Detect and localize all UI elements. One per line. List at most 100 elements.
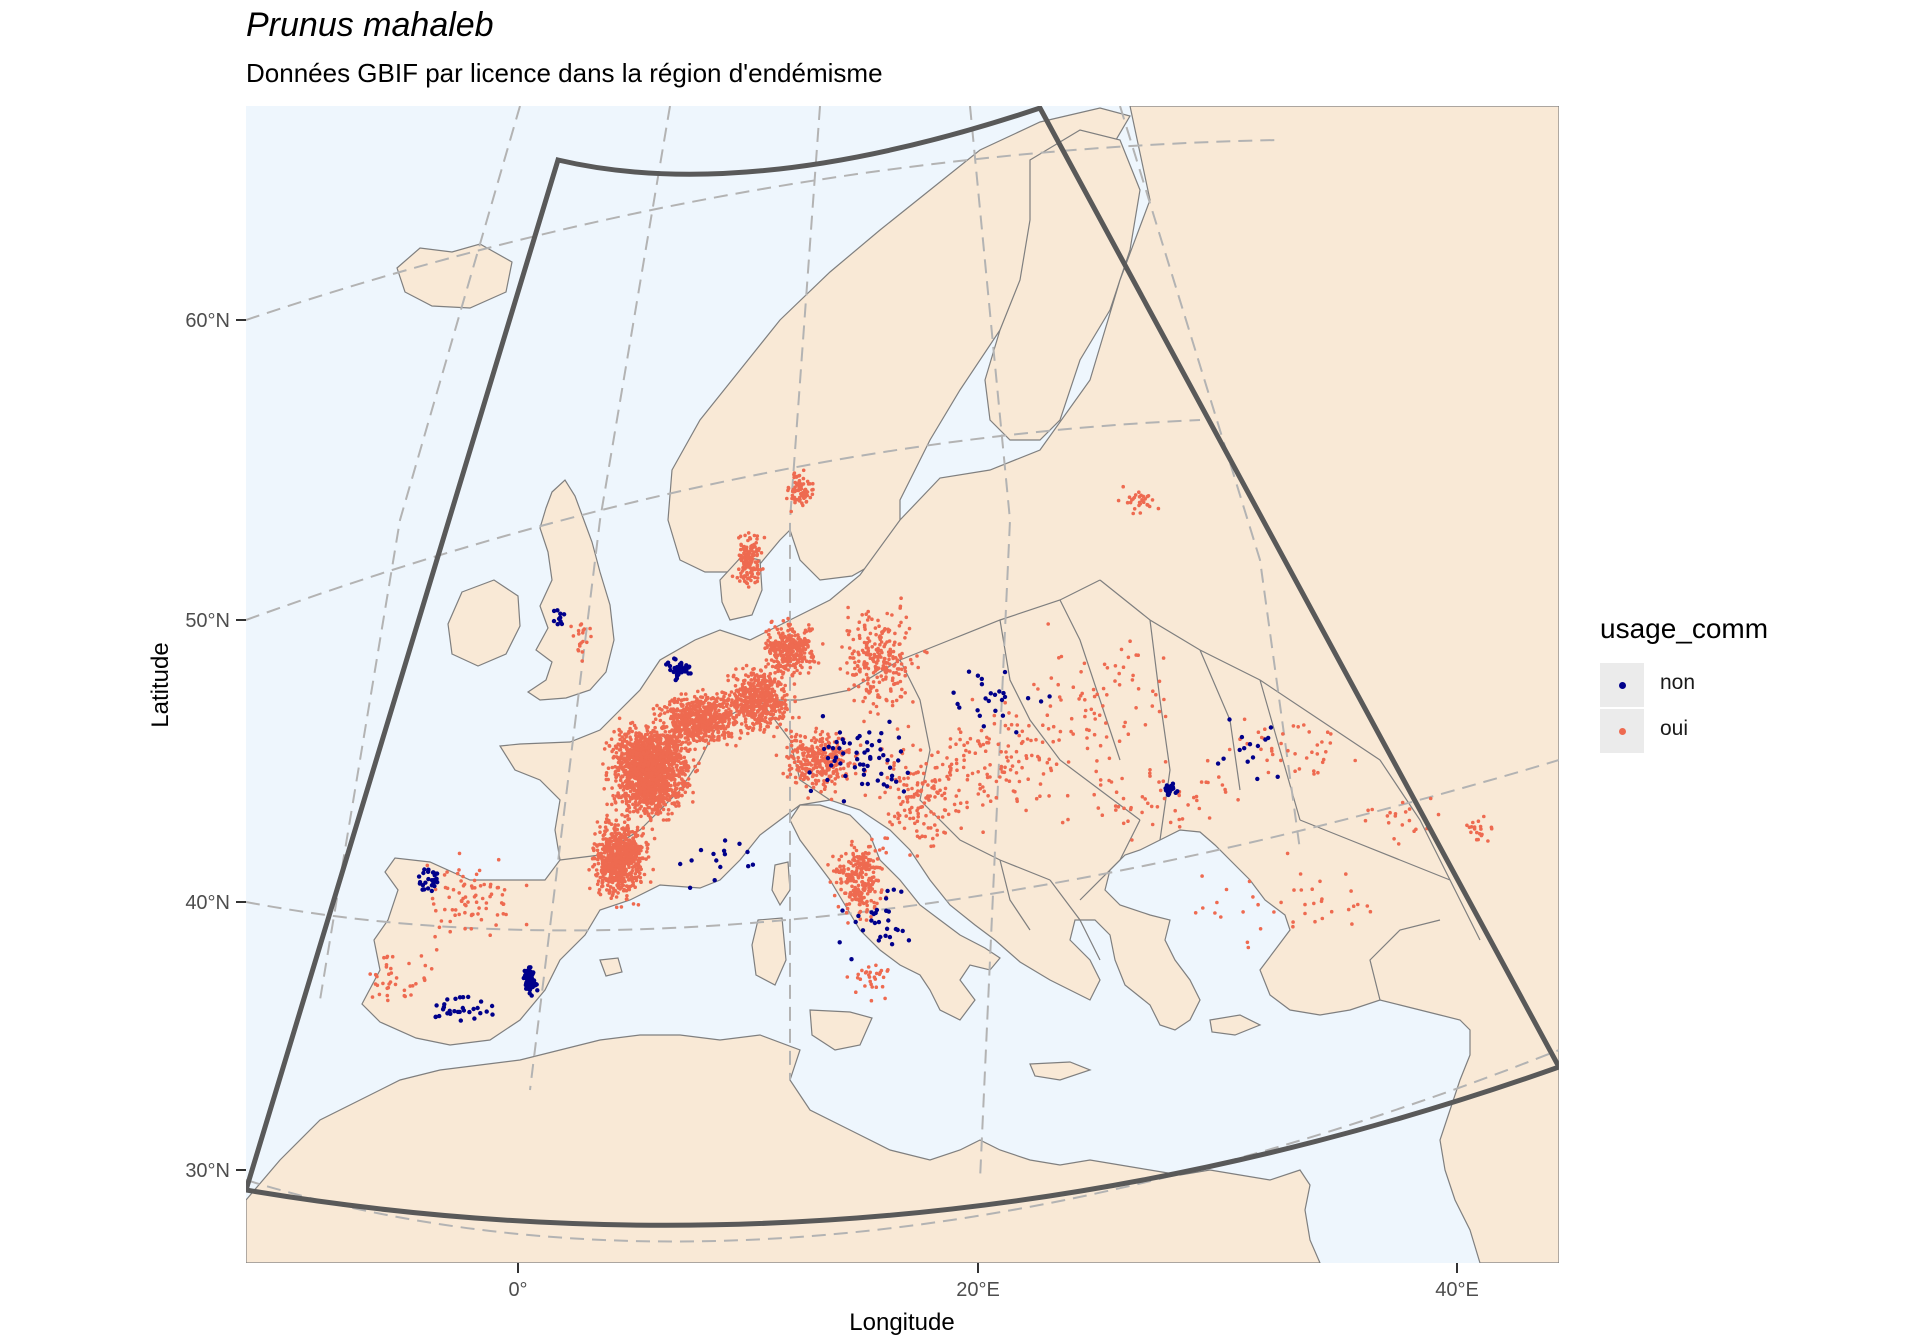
occurrence-point: [614, 860, 619, 864]
occurrence-point: [881, 666, 886, 670]
occurrence-point: [996, 742, 1001, 747]
occurrence-point: [638, 785, 642, 790]
occurrence-point: [611, 892, 615, 896]
occurrence-point: [687, 702, 691, 706]
occurrence-point: [888, 820, 892, 824]
occurrence-point: [649, 795, 653, 799]
occurrence-point: [922, 822, 926, 826]
occurrence-point: [602, 846, 607, 850]
occurrence-point: [634, 746, 638, 751]
occurrence-point: [943, 786, 948, 791]
meridian-0: [529, 106, 671, 1091]
occurrence-point: [1041, 772, 1046, 776]
occurrence-point: [756, 704, 761, 709]
occurrence-point: [769, 658, 774, 662]
occurrence-point: [649, 818, 653, 823]
occurrence-point: [726, 730, 730, 735]
occurrence-point: [696, 689, 700, 694]
occurrence-point: [876, 646, 880, 651]
occurrence-point: [774, 655, 779, 660]
occurrence-point: [769, 698, 774, 703]
occurrence-point: [613, 825, 617, 829]
occurrence-point: [653, 717, 658, 721]
occurrence-point: [671, 777, 675, 781]
occurrence-point: [869, 865, 874, 870]
occurrence-point: [790, 637, 795, 642]
occurrence-point: [668, 787, 673, 792]
occurrence-point: [858, 897, 863, 901]
occurrence-point: [620, 871, 624, 876]
occurrence-point: [747, 576, 751, 580]
occurrence-point: [630, 782, 635, 786]
occurrence-point: [787, 655, 791, 660]
occurrence-point: [858, 743, 863, 747]
occurrence-point: [691, 710, 695, 715]
occurrence-point: [761, 678, 765, 682]
occurrence-point: [775, 703, 779, 708]
occurrence-point: [873, 626, 878, 630]
occurrence-point: [620, 741, 624, 746]
occurrence-point: [806, 643, 810, 648]
occurrence-point: [834, 867, 839, 871]
occurrence-point: [769, 645, 774, 650]
occurrence-point: [775, 659, 779, 664]
occurrence-point: [633, 885, 637, 889]
occurrence-point: [591, 846, 595, 850]
occurrence-point: [646, 842, 650, 847]
occurrence-point: [829, 797, 834, 802]
occurrence-point: [629, 797, 633, 801]
occurrence-point: [935, 790, 939, 794]
occurrence-point: [999, 750, 1003, 754]
occurrence-point: [903, 669, 908, 674]
occurrence-point: [753, 713, 758, 717]
occurrence-point: [800, 764, 804, 769]
occurrence-point: [885, 775, 890, 780]
occurrence-point: [771, 708, 776, 712]
occurrence-point: [663, 786, 667, 790]
occurrence-point: [664, 747, 669, 751]
occurrence-point: [804, 491, 808, 496]
occurrence-point: [830, 779, 834, 784]
occurrence-point: [1008, 768, 1013, 772]
occurrence-point: [804, 784, 809, 789]
occurrence-point: [722, 736, 727, 740]
occurrence-point: [851, 637, 856, 642]
occurrence-point: [876, 695, 880, 699]
occurrence-point: [802, 746, 807, 751]
occurrence-point: [884, 850, 888, 855]
occurrence-point: [911, 700, 915, 704]
occurrence-point: [620, 760, 624, 765]
occurrence-point: [600, 884, 604, 889]
occurrence-point: [926, 783, 930, 787]
occurrence-point: [1020, 729, 1025, 734]
occurrence-point: [740, 682, 745, 687]
occurrence-point: [857, 652, 861, 657]
occurrence-point: [800, 665, 804, 670]
occurrence-point: [814, 781, 818, 786]
occurrence-point: [671, 761, 676, 766]
occurrence-point: [684, 746, 688, 751]
occurrence-point: [614, 833, 619, 837]
occurrence-point: [840, 880, 844, 884]
occurrence-point: [652, 712, 657, 716]
occurrence-point: [607, 842, 612, 847]
occurrence-point: [920, 834, 924, 838]
occurrence-point: [605, 802, 609, 807]
occurrence-point: [621, 847, 625, 852]
occurrence-point: [851, 892, 856, 897]
occurrence-point: [670, 811, 674, 816]
occurrence-point: [733, 722, 737, 726]
occurrence-point: [821, 642, 825, 646]
occurrence-point: [692, 738, 696, 742]
occurrence-point: [737, 712, 741, 717]
occurrence-point: [668, 762, 672, 767]
ireland: [447, 579, 521, 667]
occurrence-point: [669, 709, 674, 714]
occurrence-point: [878, 634, 882, 638]
occurrence-point: [890, 678, 895, 683]
occurrence-point: [957, 788, 961, 793]
occurrence-point: [623, 835, 628, 840]
occurrence-point: [654, 803, 659, 808]
occurrence-point: [943, 796, 947, 801]
occurrence-point: [903, 691, 907, 695]
